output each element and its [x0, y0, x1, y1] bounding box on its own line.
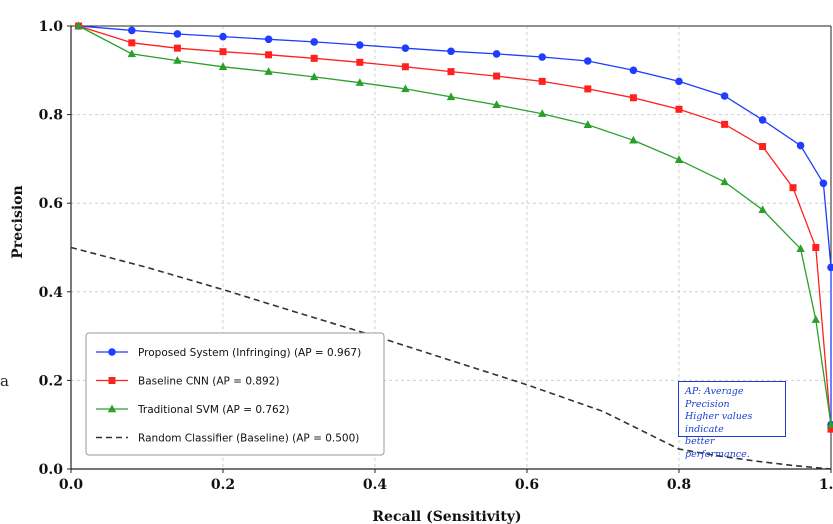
series-2-point-4	[264, 67, 273, 75]
series-2-point-6	[355, 78, 364, 86]
series-0-point-2	[173, 30, 182, 38]
series-0-point-11	[584, 57, 592, 65]
legend-marker-0	[108, 348, 116, 356]
series-0-point-8	[447, 47, 455, 56]
series-2-point-0	[74, 21, 83, 30]
annotation-line-3: better performance.	[685, 436, 750, 460]
series-2-point-3	[218, 62, 228, 70]
x-tick-label-1: 0.2	[211, 477, 235, 493]
legend: Proposed System (Infringing) (AP = 0.967…	[85, 332, 385, 456]
legend-marker-1	[108, 377, 116, 384]
series-0-point-3	[219, 32, 227, 41]
ap-annotation-box: AP: Average Precision Higher values indi…	[678, 381, 786, 460]
series-1-point-12	[629, 94, 637, 102]
y-tick-label-4: 0.8	[39, 108, 63, 124]
x-tick-label-5: 1.0	[819, 477, 833, 493]
series-0-point-9	[492, 50, 501, 58]
series-0-point-1	[128, 26, 136, 35]
series-1-point-2	[173, 44, 181, 52]
series-0-point-4	[264, 35, 273, 44]
series-2-point-7	[401, 84, 410, 93]
series-1-point-5	[310, 54, 318, 62]
legend-marker-2	[107, 404, 117, 413]
series-0-point-15	[758, 116, 767, 124]
tick-labels: 0.0 0.2 0.4 0.6 0.8 1.0 0.0 0.2 0.4 0.6 0.8 1.0	[39, 19, 833, 493]
series-0-point-12	[629, 66, 638, 75]
series-2-point-1	[127, 49, 136, 58]
series-2-point-5	[310, 72, 319, 81]
series-0-point-5	[310, 38, 319, 46]
series-line-0	[78, 25, 832, 425]
series-2-point-11	[583, 120, 592, 128]
series-2-point-18	[826, 420, 833, 428]
legend-label-2: Traditional SVM (AP = 0.762)	[137, 404, 290, 416]
stray-text: a	[0, 372, 9, 390]
series-2-point-2	[173, 56, 182, 64]
x-tick-label-3: 0.6	[515, 477, 539, 493]
series-1-point-16	[789, 184, 797, 192]
series-1-point-3	[219, 48, 227, 56]
series-1-point-18	[827, 425, 833, 433]
series-1-point-4	[265, 51, 273, 59]
legend-box	[85, 332, 385, 456]
y-tick-label-2: 0.4	[39, 285, 64, 301]
series-2	[74, 21, 833, 428]
series-1-point-9	[493, 72, 501, 80]
series-1-point-13	[675, 105, 683, 113]
series-0-point-18	[827, 263, 833, 272]
series-layer	[70, 21, 833, 470]
series-2-point-16	[796, 244, 805, 253]
series-1-point-8	[447, 68, 455, 76]
y-axis-label: Precision	[10, 185, 26, 258]
y-tick-label-1: 0.2	[39, 373, 63, 389]
series-2-point-17	[811, 315, 820, 323]
series-1-point-15	[759, 142, 767, 150]
series-2-point-9	[492, 100, 501, 109]
series-1	[75, 22, 833, 433]
annotation-line-2: Higher values indicate	[685, 411, 753, 435]
legend-label-3: Random Classifier (Baseline) (AP = 0.500…	[138, 433, 359, 445]
legend-label-1: Baseline CNN (AP = 0.892)	[138, 376, 279, 388]
series-2-point-8	[446, 92, 456, 101]
series-0-point-17	[819, 179, 828, 188]
series-0-point-6	[356, 41, 364, 49]
x-tick-label-0: 0.0	[59, 477, 84, 493]
x-tick-label-4: 0.8	[667, 477, 691, 493]
series-2-point-14	[720, 177, 729, 186]
series-1-point-7	[401, 63, 409, 71]
annotation-line-1: AP: Average Precision	[685, 386, 744, 410]
series-0-point-14	[720, 92, 729, 100]
series-1-point-17	[812, 244, 820, 251]
series-0-point-7	[401, 44, 410, 52]
series-1-point-10	[538, 77, 546, 85]
series-2-point-15	[758, 205, 767, 214]
series-0-point-16	[796, 141, 805, 150]
series-1-point-11	[584, 85, 592, 93]
y-tick-label-0: 0.0	[39, 462, 64, 478]
y-tick-label-3: 0.6	[39, 196, 63, 212]
series-2-point-13	[674, 155, 684, 163]
y-tick-label-5: 1.0	[39, 19, 64, 35]
series-1-point-6	[356, 58, 364, 66]
series-0-point-10	[538, 53, 546, 61]
x-axis-label: Recall (Sensitivity)	[372, 509, 521, 524]
series-1-point-14	[721, 120, 729, 128]
x-tick-label-2: 0.4	[363, 477, 388, 493]
series-2-point-10	[538, 109, 547, 117]
legend-label-0: Proposed System (Infringing) (AP = 0.967…	[138, 347, 361, 359]
series-0-point-13	[675, 77, 683, 86]
series-1-point-1	[128, 39, 136, 47]
series-2-point-12	[629, 135, 638, 144]
